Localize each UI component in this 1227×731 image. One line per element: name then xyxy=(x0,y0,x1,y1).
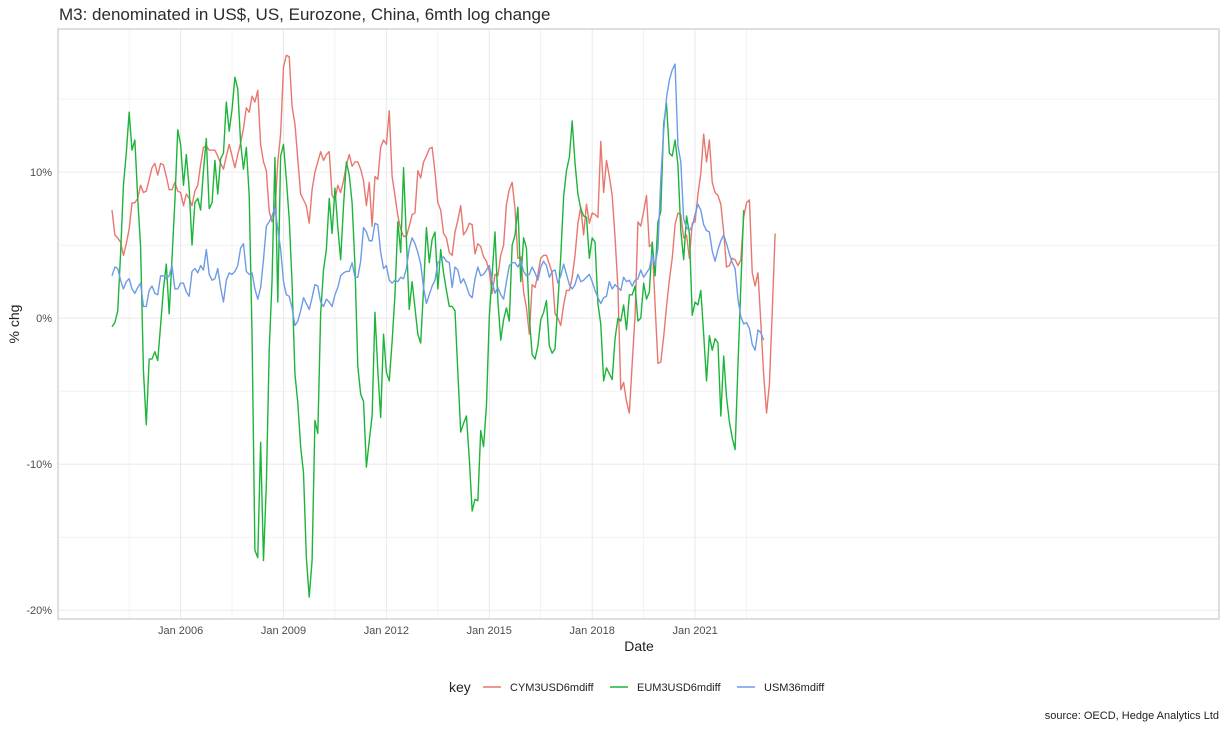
legend-label-eum3usd6mdiff: EUM3USD6mdiff xyxy=(637,682,721,694)
source-caption: source: OECD, Hedge Analytics Ltd xyxy=(1044,710,1219,722)
y-tick-label: -20% xyxy=(26,605,52,617)
panel-border xyxy=(57,28,1220,620)
y-tick-labels: -20% -10% 0% 10% xyxy=(26,167,52,617)
series-lines xyxy=(111,54,776,598)
y-tick-label: -10% xyxy=(26,459,52,471)
series-line-cym3usd6mdiff xyxy=(111,54,776,414)
y-tick-label: 10% xyxy=(30,167,52,179)
x-tick-label: Jan 2021 xyxy=(672,625,717,637)
x-tick-labels: Jan 2006 Jan 2009 Jan 2012 Jan 2015 Jan 2018… xyxy=(158,625,718,637)
legend-items: CYM3USD6mdiff EUM3USD6mdiff USM36mdiff xyxy=(483,682,825,694)
grid-lines xyxy=(58,29,1219,619)
x-tick-label: Jan 2012 xyxy=(364,625,409,637)
legend-title: key xyxy=(449,679,471,695)
x-tick-label: Jan 2009 xyxy=(261,625,306,637)
legend: key CYM3USD6mdiff EUM3USD6mdiff USM36mdiff xyxy=(449,679,825,695)
x-axis-title: Date xyxy=(624,638,654,654)
legend-label-usm36mdiff: USM36mdiff xyxy=(764,682,825,694)
y-axis-title: % chg xyxy=(6,305,22,344)
series-line-eum3usd6mdiff xyxy=(111,76,745,598)
y-tick-label: 0% xyxy=(36,313,52,325)
x-tick-label: Jan 2015 xyxy=(467,625,512,637)
series-line-usm36mdiff xyxy=(111,63,765,351)
chart-title: M3: denominated in US$, US, Eurozone, Ch… xyxy=(59,5,551,24)
x-tick-label: Jan 2006 xyxy=(158,625,203,637)
x-tick-label: Jan 2018 xyxy=(570,625,615,637)
legend-label-cym3usd6mdiff: CYM3USD6mdiff xyxy=(510,682,594,694)
